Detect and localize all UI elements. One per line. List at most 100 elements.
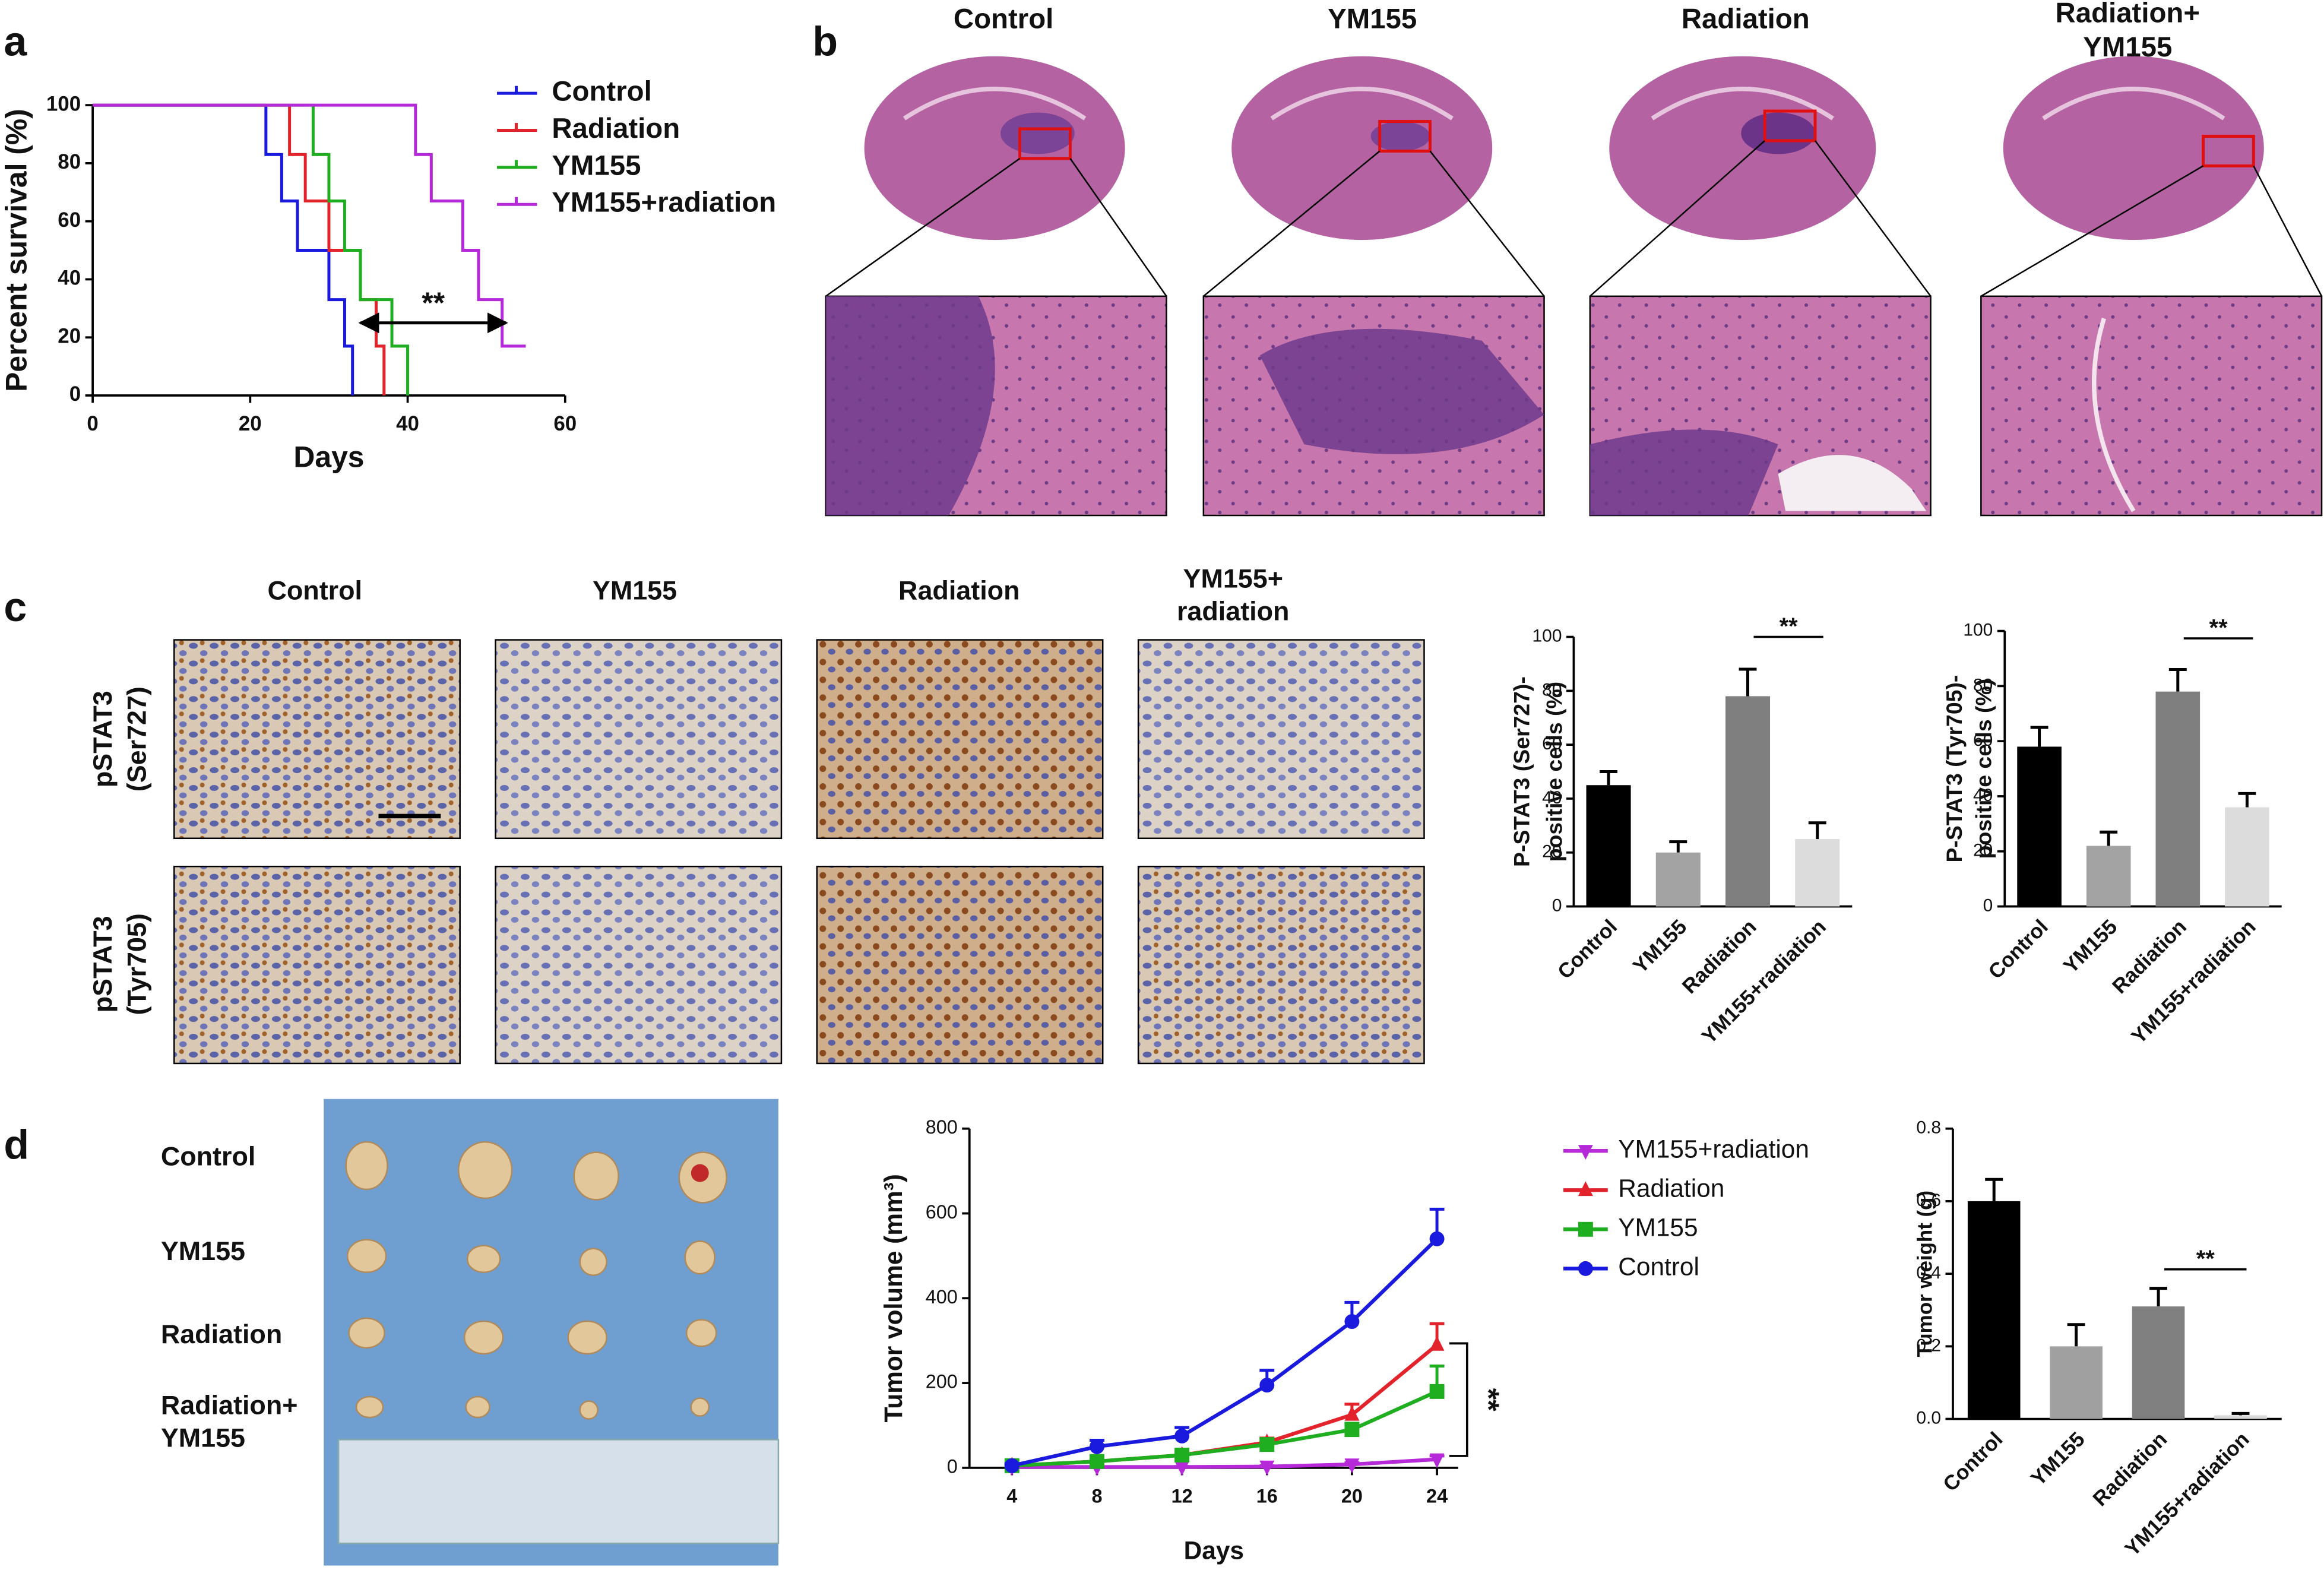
row-label: Radiation+ [161, 1389, 298, 1420]
x-tick-label: YM155 [2027, 1427, 2089, 1490]
y-tick-label: 40 [1542, 788, 1562, 808]
y-tick-label: 100 [46, 92, 81, 115]
bar [2017, 746, 2062, 907]
x-tick-label: 8 [1091, 1485, 1102, 1506]
micrograph [495, 865, 783, 1065]
x-tick-label: 4 [1006, 1485, 1017, 1506]
series-line [1012, 1343, 1439, 1468]
x-axis-label: Days [1184, 1536, 1244, 1564]
y-tick-label: 600 [926, 1201, 958, 1223]
row-label: Radiation [161, 1319, 282, 1349]
brain-image [1609, 56, 1876, 240]
marker [1344, 1406, 1360, 1421]
legend-label: YM155 [1618, 1214, 1698, 1242]
x-tick-label: 20 [239, 412, 262, 435]
significance: ** [1472, 1388, 1505, 1411]
bar [2225, 807, 2269, 907]
legend-label: Radiation [1618, 1174, 1724, 1202]
y-axis-label: positive cells (%) [1971, 679, 1996, 859]
bar [2214, 1415, 2267, 1419]
x-tick-label: Control [1553, 915, 1622, 983]
y-axis-label: Tumor weight (g) [1913, 1191, 1936, 1357]
bar [1655, 852, 1701, 907]
row-label: YM155 [161, 1236, 245, 1266]
marker [1174, 1428, 1190, 1444]
chart: 0 20 40 60 80 100 P-STAT3 (Ser727)- positive ce… [1509, 613, 1853, 1048]
y-tick-label: 0.8 [1916, 1118, 1941, 1138]
y-tick-label: 60 [58, 208, 81, 232]
legend-label: YM155+radiation [552, 187, 776, 219]
y-tick-label: 80 [58, 150, 81, 173]
marker [1578, 1261, 1593, 1276]
image-header: YM155+ [1183, 564, 1283, 594]
row-label: (Ser727) [121, 686, 151, 792]
legend-label: Radiation [552, 113, 680, 144]
bar [2050, 1346, 2103, 1419]
image-header: YM155 [593, 575, 677, 606]
marker [1344, 1458, 1360, 1474]
significance: ** [1780, 613, 1799, 640]
marker [1259, 1460, 1275, 1476]
micrographs [173, 639, 1425, 1065]
x-tick-label: Radiation [2088, 1427, 2171, 1511]
legend-label: YM155 [552, 150, 641, 181]
survival-line [93, 103, 386, 395]
bar [1725, 696, 1771, 907]
x-tick-label: Control [1984, 915, 2052, 983]
y-tick-label: 800 [926, 1116, 958, 1138]
marker [1174, 1461, 1190, 1476]
y-tick-label: 40 [1973, 786, 1993, 805]
brain-image [1231, 56, 1493, 240]
y-tick-label: 60 [1973, 730, 1993, 750]
x-tick-label: 60 [553, 412, 577, 435]
x-axis-label: Days [293, 440, 364, 473]
bar [1967, 1201, 2021, 1419]
marker [1174, 1447, 1190, 1463]
y-tick-label: 20 [58, 324, 81, 347]
marker [1344, 1422, 1360, 1438]
bar [2155, 691, 2200, 907]
series-line [1012, 1389, 1438, 1468]
image-header: Control [954, 3, 1053, 34]
image-header: YM155 [2083, 31, 2172, 63]
y-tick-label: 60 [1542, 734, 1562, 754]
row-label: YM155 [161, 1422, 245, 1452]
y-tick-label: 80 [1973, 675, 1993, 695]
row-label: pSTAT3 [87, 916, 118, 1012]
row-label: Control [161, 1141, 256, 1171]
marker [1259, 1437, 1275, 1452]
panel-label: b [812, 18, 838, 64]
y-tick-label: 400 [926, 1286, 958, 1308]
image-header: Control [267, 575, 362, 606]
x-tick-label: YM155 [1629, 915, 1692, 978]
marker [1429, 1453, 1445, 1468]
y-axis-label: P-STAT3 (Ser727)- [1509, 676, 1534, 867]
chart: 0 200 400 600 800 4 8 12 16 20 24 Tumor volume (mm³… [879, 1116, 1809, 1564]
x-tick-label: YM155+radiation [2127, 915, 2260, 1048]
x-tick-label: 24 [1426, 1485, 1448, 1506]
image-header: Radiation+ [2056, 0, 2200, 29]
micrograph [1137, 865, 1425, 1065]
marker [1429, 1231, 1445, 1246]
y-axis-label: P-STAT3 (Tyr705)- [1942, 675, 1967, 863]
y-axis-label: Tumor volume (mm³) [879, 1174, 907, 1422]
y-tick-label: 0.2 [1916, 1335, 1941, 1355]
legend-label: YM155+radiation [1618, 1135, 1809, 1163]
survival-line [93, 103, 354, 395]
significance: ** [2209, 615, 2228, 641]
image-header: Radiation [898, 575, 1019, 606]
y-tick-label: 0 [947, 1455, 958, 1477]
series-line [1011, 1237, 1439, 1468]
y-axis-label: Percent survival (%) [0, 109, 33, 392]
x-tick-label: YM155 [2059, 915, 2122, 978]
y-tick-label: 80 [1542, 680, 1562, 699]
bar [1795, 839, 1840, 907]
x-tick-label: 20 [1341, 1485, 1363, 1506]
row-label: pSTAT3 [87, 691, 118, 787]
y-tick-label: 40 [58, 267, 81, 290]
marker [1429, 1335, 1445, 1351]
brain-image [2003, 56, 2264, 240]
marker [1578, 1181, 1593, 1197]
chart: 0.0 0.2 0.4 0.6 0.8 Tumor weight (g) Control YM… [1913, 1118, 2282, 1561]
panel-label: a [4, 18, 27, 64]
